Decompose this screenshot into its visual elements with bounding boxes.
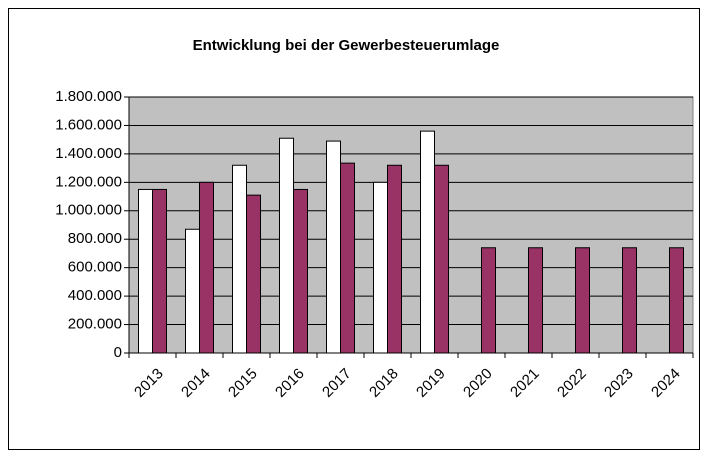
bar <box>622 247 637 354</box>
bar <box>434 164 449 354</box>
y-tick-label: 1.600.000 <box>55 116 122 133</box>
y-tick-label: 1.400.000 <box>55 145 122 162</box>
bar <box>340 162 355 354</box>
plot-area <box>128 96 694 354</box>
y-tick-label: 1.000.000 <box>55 202 122 219</box>
bar <box>232 164 247 354</box>
chart-title: Entwicklung bei der Gewerbesteuerumlage <box>193 37 500 54</box>
y-tick-label: 1.200.000 <box>55 173 122 190</box>
y-tick-label: 400.000 <box>68 287 122 304</box>
bar <box>293 188 308 354</box>
bar <box>246 194 261 354</box>
bar <box>575 247 590 354</box>
y-tick-label: 1.800.000 <box>55 88 122 105</box>
bar <box>373 181 388 354</box>
bar <box>185 228 200 354</box>
bar <box>199 181 214 354</box>
y-tick-label: 0 <box>114 344 122 361</box>
bar <box>669 247 684 354</box>
bar <box>138 188 153 354</box>
bar <box>326 140 341 354</box>
y-tick-label: 800.000 <box>68 230 122 247</box>
bar <box>528 247 543 354</box>
bar <box>420 130 435 354</box>
bar <box>279 137 294 354</box>
bar <box>481 247 496 354</box>
bar <box>387 164 402 354</box>
y-tick-label: 200.000 <box>68 316 122 333</box>
bar <box>152 188 167 354</box>
y-tick-label: 600.000 <box>68 259 122 276</box>
